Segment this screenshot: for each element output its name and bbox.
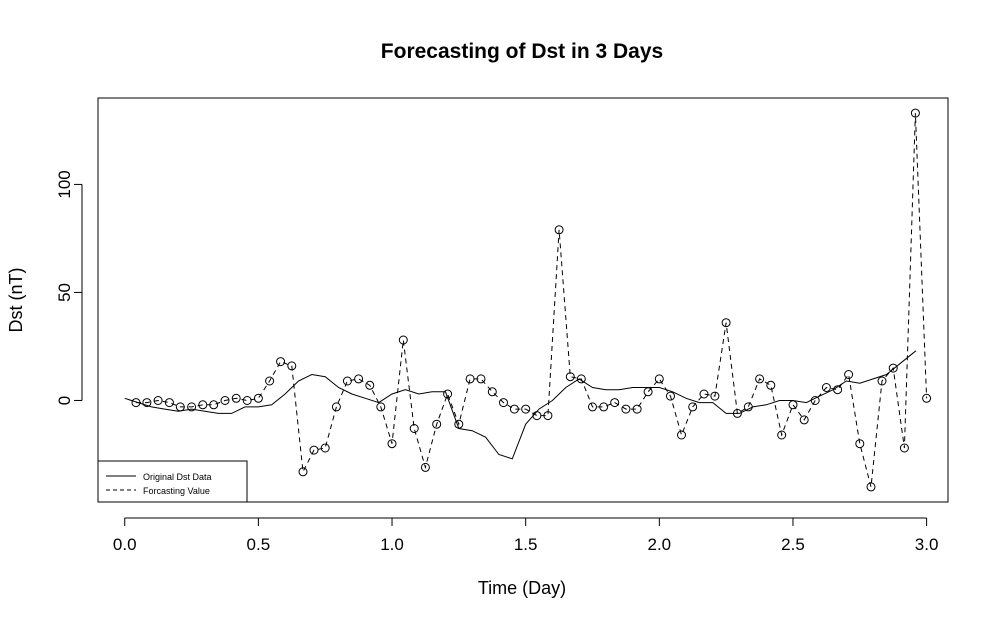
series-layer — [124, 108, 932, 492]
forecast-point — [499, 398, 508, 408]
forecast-dashed-line — [136, 113, 928, 488]
forecast-point — [287, 361, 297, 371]
forecast-point — [376, 402, 386, 412]
forecast-point — [576, 374, 586, 384]
x-tick-label: 0.5 — [247, 535, 271, 554]
forecast-point — [844, 370, 854, 379]
forecast-point — [365, 380, 375, 390]
forecast-point — [810, 396, 820, 405]
y-axis: 0 50 100 — [55, 170, 83, 405]
forecast-point — [198, 400, 208, 410]
original-dst-line — [124, 350, 917, 460]
forecast-point — [588, 402, 597, 412]
legend-label-original: Original Dst Data — [143, 472, 212, 482]
forecast-point — [922, 393, 932, 403]
forecast-point — [220, 396, 230, 405]
forecast-point — [164, 398, 174, 408]
forecast-point — [298, 467, 308, 477]
forecast-point — [554, 225, 564, 235]
forecast-point — [265, 376, 275, 386]
forecast-point — [610, 398, 620, 408]
forecast-point — [153, 396, 163, 405]
forecast-point — [632, 404, 642, 414]
y-axis-label: Dst (nT) — [6, 268, 26, 333]
legend: Original Dst Data Forcasting Value — [97, 460, 248, 503]
forecast-point — [487, 387, 497, 397]
forecast-point — [732, 408, 742, 418]
forecast-point — [866, 482, 876, 492]
x-tick-label: 3.0 — [915, 535, 939, 554]
forecast-point — [743, 402, 753, 412]
x-axis-label: Time (Day) — [478, 578, 566, 598]
x-tick-label: 2.5 — [781, 535, 805, 554]
forecast-point — [409, 424, 419, 433]
forecast-point — [565, 372, 575, 382]
forecast-point — [432, 419, 442, 429]
forecast-point — [766, 380, 776, 390]
forecast-point — [320, 443, 330, 453]
forecast-point — [276, 357, 286, 367]
plot-frame — [97, 97, 949, 503]
forecast-point — [855, 439, 865, 449]
forecast-point — [899, 443, 909, 453]
forecast-point — [799, 415, 809, 425]
forecast-point — [877, 376, 887, 386]
forecast-point — [532, 411, 542, 421]
forecast-point — [710, 391, 720, 401]
forecast-point — [833, 385, 843, 395]
legend-label-forecast: Forcasting Value — [143, 486, 210, 496]
forecast-point — [643, 387, 653, 397]
forecast-point — [309, 445, 319, 455]
forecast-point — [398, 335, 408, 345]
forecast-point — [142, 398, 152, 408]
forecast-point — [721, 318, 731, 328]
forecast-point — [666, 391, 675, 401]
x-tick-label: 0.0 — [113, 535, 137, 554]
chart-title: Forecasting of Dst in 3 Days — [381, 40, 663, 63]
forecast-point — [599, 402, 609, 412]
forecast-point — [387, 439, 397, 449]
forecast-point — [699, 389, 709, 399]
forecast-point — [677, 430, 686, 440]
x-axis: 0.0 0.5 1.0 1.5 2.0 2.5 3.0 — [113, 517, 939, 554]
forecast-point — [131, 398, 141, 408]
forecast-point — [521, 404, 531, 414]
forecast-point — [231, 393, 241, 403]
forecast-point — [509, 404, 519, 414]
forecast-point — [688, 402, 698, 412]
forecast-point — [654, 374, 664, 384]
forecast-point — [187, 402, 197, 412]
forecast-point — [175, 402, 185, 412]
forecast-point — [788, 400, 798, 410]
forecast-point — [888, 363, 898, 373]
forecast-point — [331, 402, 341, 412]
y-tick-label: 100 — [55, 170, 74, 198]
forecast-point — [342, 376, 352, 386]
forecast-point — [476, 374, 486, 384]
forecast-point — [242, 396, 252, 405]
y-tick-label: 50 — [55, 283, 74, 302]
forecast-point — [543, 411, 553, 421]
x-tick-label: 1.5 — [514, 535, 538, 554]
forecast-point — [621, 404, 631, 414]
forecast-point — [454, 419, 464, 429]
forecast-point — [910, 108, 920, 118]
x-tick-label: 1.0 — [380, 535, 404, 554]
x-tick-label: 2.0 — [648, 535, 672, 554]
forecast-point — [777, 430, 787, 440]
forecast-point — [209, 400, 219, 410]
forecast-point — [443, 389, 453, 399]
forecast-point — [420, 462, 430, 472]
forecast-point — [465, 374, 475, 384]
forecast-point — [354, 374, 364, 384]
legend-box — [97, 460, 248, 503]
forecast-point — [821, 383, 831, 392]
forecast-point — [755, 374, 765, 384]
y-tick-label: 0 — [55, 396, 74, 405]
forecast-point — [253, 393, 263, 403]
